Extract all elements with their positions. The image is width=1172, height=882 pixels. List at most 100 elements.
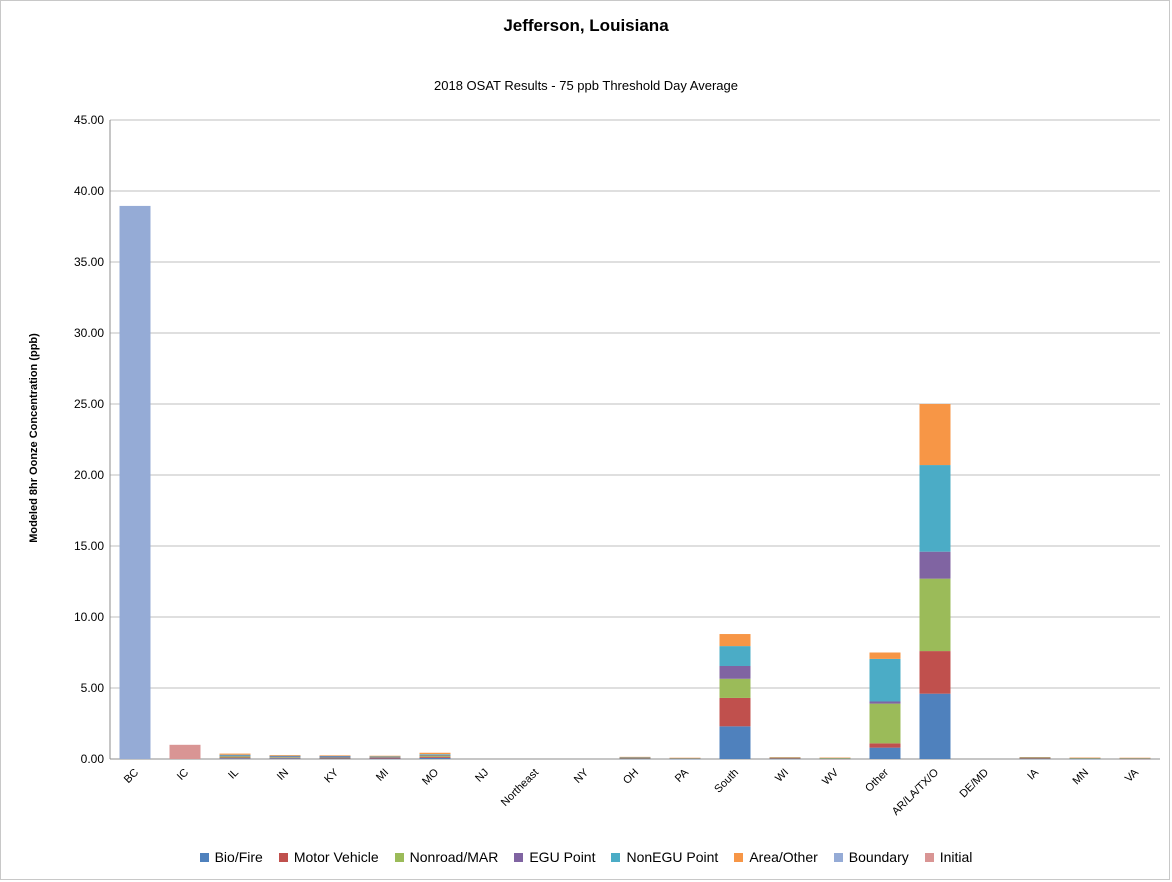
bar-segment-6-0: [119, 205, 151, 759]
y-tick-label: 15.00: [74, 539, 104, 553]
legend-swatch: [278, 852, 288, 862]
bar-segment-4-5: [369, 756, 401, 758]
x-tick-label: WV: [820, 766, 841, 787]
legend-swatch: [611, 852, 621, 862]
bar-segment-5-12: [719, 634, 751, 647]
y-tick-label: 40.00: [74, 184, 104, 198]
x-tick-label: Other: [863, 766, 891, 794]
bar-segment-5-4: [319, 755, 351, 756]
legend-swatch: [924, 852, 934, 862]
legend-label: Boundary: [848, 849, 909, 865]
bar-segment-5-11: [669, 757, 701, 759]
bar-segment-3-4: [319, 756, 351, 758]
legend-label: Bio/Fire: [214, 849, 263, 865]
bar-segment-0-4: [319, 758, 351, 760]
bar-segment-3-5: [369, 756, 401, 758]
bar-segment-1-12: [719, 697, 751, 727]
legend-label: Nonroad/MAR: [409, 849, 499, 865]
y-tick-label: 10.00: [74, 610, 104, 624]
bar-segment-5-20: [1119, 757, 1151, 759]
x-tick-label: KY: [322, 766, 341, 785]
legend-item: Boundary: [833, 849, 909, 865]
x-tick-label: Northeast: [499, 767, 541, 809]
x-tick-label: NJ: [473, 767, 491, 785]
legend: Bio/Fire Motor Vehicle Nonroad/MAR EGU Poin…: [0, 849, 1172, 865]
bar-segment-5-18: [1019, 757, 1051, 758]
x-tick-label: IN: [275, 767, 291, 783]
y-tick-label: 0.00: [81, 752, 105, 766]
y-tick-label: 25.00: [74, 397, 104, 411]
bar-segment-0-12: [719, 726, 751, 759]
bar-segment-0-3: [269, 758, 301, 759]
x-tick-label: NY: [572, 766, 592, 786]
bar-segment-3-16: [919, 551, 951, 579]
legend-swatch: [199, 852, 209, 862]
bar-segment-1-4: [319, 758, 351, 759]
y-tick-label: 30.00: [74, 326, 104, 340]
legend-item: Area/Other: [734, 849, 818, 865]
x-tick-label: IL: [226, 767, 241, 782]
bar-segment-5-13: [769, 757, 801, 758]
bar-segment-2-3: [269, 757, 301, 758]
bar-segment-4-6: [419, 754, 451, 755]
legend-item: Bio/Fire: [199, 849, 263, 865]
legend-swatch: [734, 852, 744, 862]
bar-segment-4-15: [869, 658, 901, 702]
bar-segment-3-12: [719, 665, 751, 679]
x-tick-label: DE/MD: [958, 767, 992, 801]
bar-segment-0-10: [619, 758, 651, 760]
bar-segment-2-4: [319, 757, 351, 759]
x-tick-label: IC: [175, 767, 191, 783]
bar-segment-3-3: [269, 756, 301, 758]
legend-item: NonEGU Point: [611, 849, 718, 865]
legend-item: Nonroad/MAR: [394, 849, 499, 865]
x-tick-label: AR/LA/TX/O: [890, 766, 942, 818]
bar-segment-1-15: [869, 743, 901, 748]
legend-item: Initial: [924, 849, 973, 865]
y-tick-label: 20.00: [74, 468, 104, 482]
bar-segment-4-16: [919, 465, 951, 552]
legend-swatch: [514, 852, 524, 862]
bar-segment-0-6: [419, 757, 451, 759]
legend-label: Motor Vehicle: [293, 849, 379, 865]
chart-title: Jefferson, Louisiana: [503, 16, 669, 35]
bar-segment-3-15: [869, 701, 901, 704]
x-tick-label: OH: [621, 767, 641, 787]
y-tick-label: 35.00: [74, 255, 104, 269]
bar-segment-2-12: [719, 678, 751, 698]
legend-item: Motor Vehicle: [278, 849, 379, 865]
bar-segment-2-16: [919, 578, 951, 652]
bar-segment-0-16: [919, 693, 951, 759]
bar-segment-4-18: [1019, 757, 1051, 759]
legend-label: Initial: [939, 849, 973, 865]
x-tick-label: BC: [122, 767, 141, 786]
y-tick-label: 45.00: [74, 113, 104, 127]
bar-segment-5-3: [269, 755, 301, 756]
bar-segment-2-2: [219, 756, 251, 758]
bar-segment-1-2: [219, 757, 251, 759]
x-tick-label: WI: [773, 767, 791, 785]
bar-segment-1-5: [369, 757, 401, 759]
legend-swatch: [394, 852, 404, 862]
bar-segment-4-3: [269, 755, 301, 757]
bar-segment-4-10: [619, 757, 651, 758]
bar-segment-5-2: [219, 753, 251, 755]
bar-segment-5-5: [369, 755, 401, 757]
bar-segment-0-15: [869, 747, 901, 759]
chart-subtitle: 2018 OSAT Results - 75 ppb Threshold Day…: [434, 78, 738, 93]
bar-segment-2-14: [819, 758, 851, 760]
bar-segment-4-12: [719, 646, 751, 666]
bar-segment-0-5: [369, 758, 401, 760]
bar-segment-4-4: [319, 755, 351, 757]
legend-swatch: [833, 852, 843, 862]
legend-item: EGU Point: [514, 849, 595, 865]
bar-segment-2-6: [419, 755, 451, 757]
y-tick-label: 5.00: [81, 681, 105, 695]
bar-segment-7-1: [169, 744, 201, 759]
bar-segment-1-6: [419, 756, 451, 758]
bar-segment-1-16: [919, 651, 951, 694]
legend-label: EGU Point: [529, 849, 596, 865]
bar-segment-0-2: [219, 758, 251, 759]
